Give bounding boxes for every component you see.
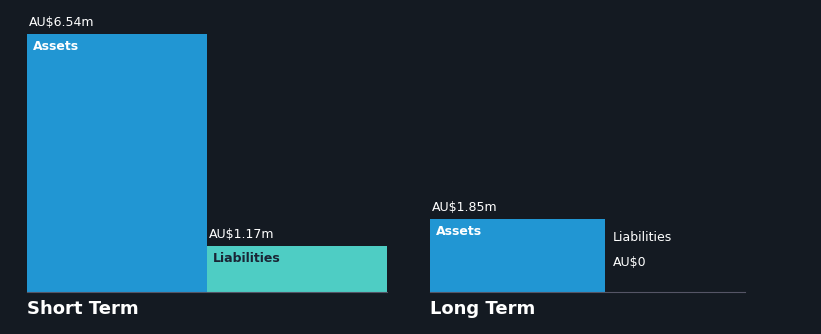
Text: Assets: Assets — [436, 225, 482, 238]
Text: Long Term: Long Term — [430, 300, 535, 318]
Text: AU$6.54m: AU$6.54m — [29, 16, 94, 29]
Bar — [27, 34, 207, 292]
Bar — [207, 246, 387, 292]
Text: Liabilities: Liabilities — [213, 252, 281, 265]
Text: AU$1.85m: AU$1.85m — [432, 201, 498, 214]
Bar — [430, 219, 605, 292]
Text: AU$1.17m: AU$1.17m — [209, 228, 274, 241]
Text: Short Term: Short Term — [27, 300, 139, 318]
Text: Liabilities: Liabilities — [613, 231, 672, 244]
Text: Assets: Assets — [33, 40, 79, 53]
Text: AU$0: AU$0 — [613, 256, 647, 269]
